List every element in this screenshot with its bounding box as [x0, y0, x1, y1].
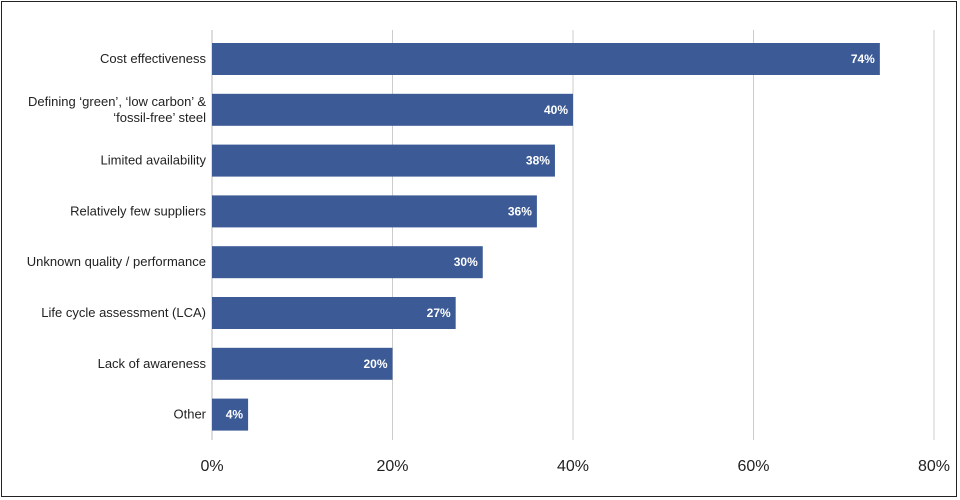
x-tick-label: 60% [737, 458, 769, 475]
data-label: 27% [427, 306, 451, 320]
bar [212, 195, 537, 228]
bar [212, 93, 573, 126]
data-label: 36% [508, 204, 532, 218]
data-label: 38% [526, 154, 550, 168]
category-label: ‘fossil-free’ steel [113, 110, 206, 125]
category-label: Cost effectiveness [100, 51, 206, 66]
data-label: 30% [454, 255, 478, 269]
category-label: Lack of awareness [98, 356, 207, 371]
bar [212, 398, 249, 431]
category-label: Relatively few suppliers [70, 203, 206, 218]
x-tick-label: 80% [918, 458, 950, 475]
bar [212, 144, 555, 177]
x-tick-label: 0% [200, 458, 223, 475]
category-labels: Cost effectiveness Defining ‘green’, ‘low… [27, 51, 207, 422]
x-axis-tick-labels: 0% 20% 40% 60% 80% [200, 458, 950, 475]
data-label: 74% [851, 52, 875, 66]
category-label: Other [173, 407, 206, 422]
data-label: 40% [544, 103, 568, 117]
bar [212, 297, 456, 329]
x-tick-label: 20% [376, 458, 408, 475]
x-tick-label: 40% [557, 458, 589, 475]
bar [212, 43, 880, 75]
category-label: Defining ‘green’, ‘low carbon’ & [28, 94, 206, 109]
bar [212, 347, 393, 380]
category-label: Life cycle assessment (LCA) [41, 305, 206, 320]
category-label: Unknown quality / performance [27, 254, 206, 269]
category-label: Limited availability [101, 153, 207, 168]
bars: 74% 40% 38% 36% 30% 27% 20% 4% [212, 43, 880, 431]
data-label: 20% [363, 357, 387, 371]
data-label: 4% [226, 408, 244, 422]
bar [212, 246, 483, 279]
